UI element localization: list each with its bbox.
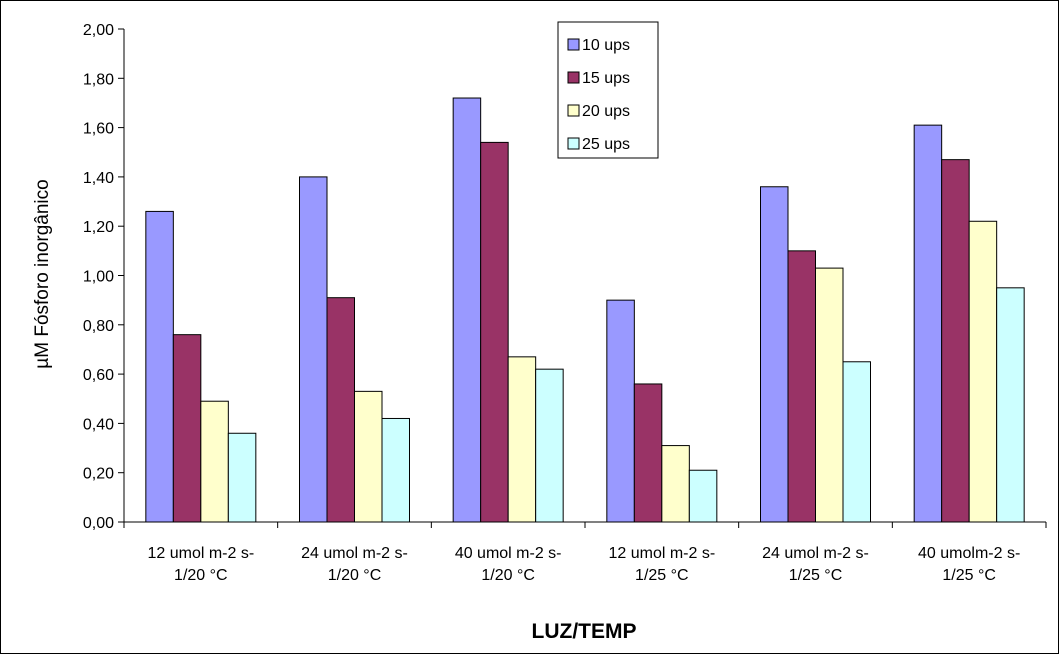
y-axis-title: µM Fósforo inorgânico [32,179,53,368]
legend-label: 15 ups [582,70,630,87]
x-tick-label: 12 umol m-2 s-1/20 °C [147,545,254,584]
legend-label: 10 ups [582,37,630,54]
bar [688,469,718,523]
x-tick-label: 24 umol m-2 s-1/20 °C [301,545,408,584]
y-tick-label: 0,60 [83,367,114,384]
bar [452,97,482,523]
legend-swatch [567,38,580,51]
bar [606,299,635,523]
y-tick-label: 1,20 [83,219,114,236]
y-tick-label: 0,00 [83,515,114,532]
x-axis: 12 umol m-2 s-1/20 °C 24 umol m-2 s-1/20 … [123,521,1047,584]
x-tick-label: 40 umolm-2 s-1/25 °C [918,545,1020,584]
y-tick-label: 1,40 [83,170,114,187]
bar [326,297,355,523]
bar [661,445,690,523]
bar [787,250,816,523]
y-axis: 0,00 0,20 0,40 0,60 0,80 1,00 1,20 1,40 1,60 1,80… [83,22,125,532]
bar [480,141,509,523]
legend: 10 ups 15 ups 20 ups 25 ups [557,21,659,159]
y-tick-label: 0,40 [83,416,114,433]
legend-swatch [567,137,580,150]
bar [815,267,844,523]
x-axis-title: LUZ/TEMP [532,620,637,643]
bar [354,390,383,523]
bar [760,186,789,523]
legend-swatch [567,104,580,117]
y-tick-label: 1,60 [83,121,114,138]
bar [535,368,564,523]
bar [145,210,174,523]
bar [968,220,998,523]
legend-label: 20 ups [582,103,630,120]
bar [996,287,1025,523]
bar [227,432,257,523]
bar [941,159,970,523]
y-tick-label: 1,80 [83,71,114,88]
y-tick-label: 1,00 [83,269,114,286]
bar [381,417,410,523]
bars [145,97,1025,523]
bar [172,334,202,523]
y-tick-label: 0,80 [83,318,114,335]
x-tick-label: 12 umol m-2 s-1/25 °C [608,545,715,584]
bar [913,124,943,523]
legend-swatch [567,71,580,84]
bar [200,400,229,523]
bar [299,176,328,523]
bar [842,361,871,523]
x-tick-label: 40 umol m-2 s-1/20 °C [455,545,562,584]
y-tick-label: 2,00 [83,22,114,39]
legend-label: 25 ups [582,136,630,153]
y-tick-label: 0,20 [83,466,114,483]
bar [633,383,663,523]
bar [507,356,537,523]
x-tick-label: 24 umol m-2 s-1/25 °C [762,545,869,584]
